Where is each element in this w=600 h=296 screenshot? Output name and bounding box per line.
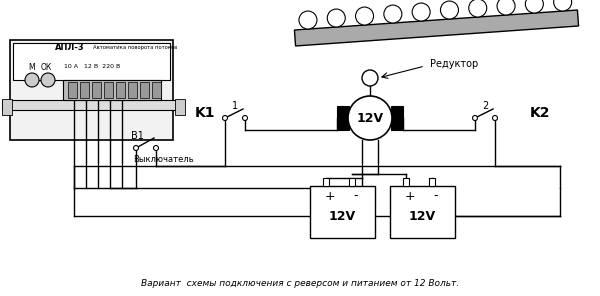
Circle shape (25, 73, 39, 87)
Text: Выключатель: Выключатель (133, 155, 194, 165)
Text: +: + (404, 189, 415, 202)
Text: B1: B1 (131, 131, 144, 141)
Bar (310, 186, 375, 238)
Text: 12V: 12V (356, 112, 383, 125)
Text: M: M (29, 64, 35, 73)
Text: Автоматика поворота потоков: Автоматика поворота потоков (93, 46, 177, 51)
Text: Вариант  схемы подключения с реверсом и питанием от 12 Вольт.: Вариант схемы подключения с реверсом и п… (141, 279, 459, 289)
Bar (92, 82, 101, 98)
Bar (128, 82, 137, 98)
Circle shape (493, 115, 497, 120)
Bar (403, 178, 409, 186)
Bar (2, 99, 12, 115)
Circle shape (362, 70, 378, 86)
Bar (349, 178, 355, 186)
Bar (104, 82, 113, 98)
Text: 2: 2 (482, 101, 488, 111)
Circle shape (154, 146, 158, 150)
Text: 1: 1 (232, 101, 238, 111)
Bar (68, 82, 77, 98)
Circle shape (41, 73, 55, 87)
Circle shape (554, 0, 572, 11)
Bar (429, 178, 435, 186)
Circle shape (133, 146, 139, 150)
Bar (390, 186, 455, 238)
Circle shape (526, 0, 544, 13)
Circle shape (384, 5, 402, 23)
Text: K2: K2 (530, 106, 550, 120)
Circle shape (412, 3, 430, 21)
Bar (323, 178, 329, 186)
Text: 12V: 12V (409, 210, 436, 223)
Circle shape (497, 0, 515, 15)
Bar (175, 99, 185, 115)
Bar (140, 82, 149, 98)
Text: ОК: ОК (40, 64, 52, 73)
Bar (13, 43, 170, 80)
Text: K1: K1 (195, 106, 215, 120)
Bar (63, 80, 161, 100)
Text: Редуктор: Редуктор (430, 59, 478, 69)
Bar (116, 82, 125, 98)
Bar (391, 106, 403, 130)
Bar (337, 106, 349, 130)
Circle shape (348, 96, 392, 140)
Text: 12V: 12V (329, 210, 356, 223)
Circle shape (327, 9, 345, 27)
Text: +: + (324, 189, 335, 202)
Circle shape (469, 0, 487, 17)
Bar (80, 82, 89, 98)
Text: 10 А   12 В  220 В: 10 А 12 В 220 В (64, 65, 120, 70)
Circle shape (242, 115, 248, 120)
Bar (10, 40, 173, 140)
Circle shape (356, 7, 374, 25)
Circle shape (440, 1, 458, 19)
Circle shape (223, 115, 227, 120)
Bar (2, 100, 181, 110)
Text: -: - (433, 189, 438, 202)
Polygon shape (295, 10, 578, 46)
Text: -: - (353, 189, 358, 202)
Circle shape (299, 11, 317, 29)
Circle shape (473, 115, 478, 120)
Text: АПЛ-3: АПЛ-3 (55, 44, 85, 52)
Bar (152, 82, 161, 98)
